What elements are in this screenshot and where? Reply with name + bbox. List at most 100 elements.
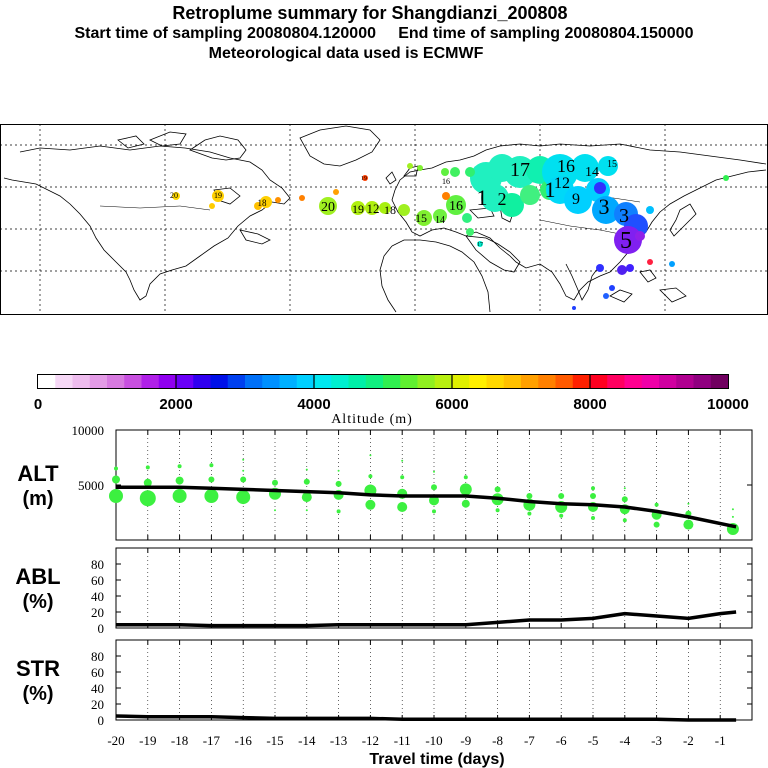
series-line bbox=[116, 610, 737, 628]
plume-blob bbox=[333, 189, 339, 195]
plume-blob bbox=[466, 228, 474, 236]
plume-blob bbox=[546, 176, 574, 204]
y-tick-label: 5000 bbox=[78, 478, 104, 493]
colorbar-cell bbox=[107, 375, 125, 388]
plume-point bbox=[369, 454, 372, 457]
colorbar-cell bbox=[141, 375, 160, 388]
panel-frame bbox=[115, 547, 753, 629]
x-tick-label: -12 bbox=[362, 733, 379, 748]
plume-point bbox=[240, 476, 247, 483]
plume-point bbox=[242, 458, 245, 461]
y-tick-label: 20 bbox=[91, 605, 104, 620]
colorbar-cell bbox=[572, 375, 591, 388]
plume-blob bbox=[614, 202, 638, 226]
plume-blob bbox=[365, 201, 379, 215]
plume-blob bbox=[260, 196, 272, 208]
x-tick-label: -5 bbox=[588, 733, 599, 748]
colorbar-cell bbox=[659, 375, 677, 388]
plume-blob bbox=[477, 241, 483, 247]
colorbar-cell bbox=[365, 375, 384, 388]
plume-day-label: 14 bbox=[435, 215, 445, 226]
plume-point bbox=[114, 466, 118, 471]
panel-frame bbox=[115, 639, 753, 721]
map-frame bbox=[0, 124, 768, 315]
colorbar-cell bbox=[296, 375, 315, 388]
plume-point bbox=[623, 487, 626, 490]
plume-point bbox=[337, 469, 340, 472]
plume-blob bbox=[626, 264, 634, 272]
x-tick-label: -4 bbox=[619, 733, 630, 748]
plume-point bbox=[336, 509, 341, 514]
plume-day-label: 19 bbox=[214, 191, 222, 200]
plume-point bbox=[495, 508, 500, 513]
colorbar-cell bbox=[417, 375, 436, 388]
met-data-line: Meteorological data used is ECMWF bbox=[208, 45, 484, 62]
plume-point bbox=[683, 519, 694, 530]
plume-point bbox=[459, 483, 472, 496]
colorbar-cell bbox=[38, 375, 56, 388]
plume-point bbox=[305, 468, 308, 471]
colorbar-cell bbox=[314, 375, 332, 388]
plume-point bbox=[365, 499, 376, 510]
x-tick-label: -15 bbox=[266, 733, 283, 748]
colorbar-cell bbox=[521, 375, 539, 388]
plume-point bbox=[364, 484, 377, 497]
plume-blob bbox=[596, 264, 604, 272]
plume-blob bbox=[488, 154, 516, 182]
colorbar-cell bbox=[383, 375, 401, 388]
plume-blob bbox=[500, 193, 524, 217]
plume-day-label: 20 bbox=[321, 200, 335, 215]
chart-title: Retroplume summary for Shangdianzi_20080… bbox=[172, 3, 568, 23]
plume-blob bbox=[635, 231, 645, 241]
plume-point bbox=[175, 476, 184, 485]
plume-point bbox=[397, 488, 408, 499]
colorbar-cell bbox=[452, 375, 470, 388]
plume-blob bbox=[442, 192, 450, 200]
plume-blob bbox=[481, 184, 509, 212]
plume-blob bbox=[299, 195, 305, 201]
plume-blob bbox=[504, 156, 536, 188]
plume-point bbox=[526, 493, 533, 499]
y-tick-label: 60 bbox=[91, 665, 104, 680]
x-tick-label: -17 bbox=[203, 733, 221, 748]
plume-point bbox=[400, 475, 405, 480]
colorbar-tick-label: 2000 bbox=[159, 396, 192, 413]
plume-blob bbox=[446, 195, 466, 215]
plume-point bbox=[269, 487, 281, 500]
plume-point bbox=[272, 479, 278, 486]
colorbar-tick-label: 6000 bbox=[435, 396, 468, 413]
plume-day-label: 20 bbox=[170, 191, 178, 200]
colorbar-tick-label: 0 bbox=[34, 396, 42, 413]
x-tick-label: -6 bbox=[556, 733, 567, 748]
x-tick-label: -20 bbox=[107, 733, 124, 748]
plume-blob bbox=[598, 156, 618, 176]
panel-frame bbox=[115, 429, 753, 541]
plume-point bbox=[687, 502, 690, 505]
plume-blob bbox=[592, 196, 620, 224]
plume-day-label: 18 bbox=[384, 203, 396, 217]
plume-point bbox=[305, 509, 308, 512]
plume-day-label: 9 bbox=[572, 191, 580, 208]
x-tick-label: -8 bbox=[492, 733, 503, 748]
plume-blob bbox=[470, 162, 502, 194]
plume-point bbox=[301, 492, 312, 503]
y-tick-label: 40 bbox=[91, 681, 104, 696]
colorbar-cell bbox=[245, 375, 263, 388]
plume-blob bbox=[723, 175, 729, 181]
colorbar-cell bbox=[72, 375, 91, 388]
plume-blob bbox=[572, 306, 576, 310]
plume-blob bbox=[586, 178, 610, 202]
colorbar-cell bbox=[89, 375, 108, 388]
plume-point bbox=[303, 478, 310, 485]
plume-point bbox=[621, 496, 628, 503]
plume-blob bbox=[624, 214, 648, 238]
colorbar-cell bbox=[469, 375, 487, 388]
y-tick-label: 80 bbox=[91, 557, 104, 572]
x-tick-label: -7 bbox=[524, 733, 535, 748]
plume-blob bbox=[462, 213, 472, 223]
plume-point bbox=[527, 511, 532, 516]
plume-day-label: 19 bbox=[361, 176, 367, 182]
sampling-time-line: Start time of sampling 20080804.120000 E… bbox=[74, 25, 694, 42]
